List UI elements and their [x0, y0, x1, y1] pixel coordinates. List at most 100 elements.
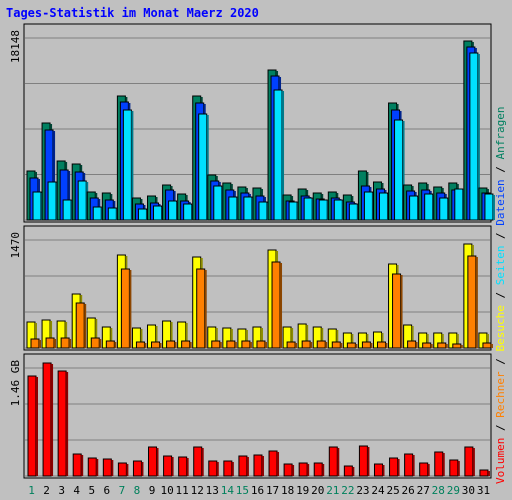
bar-seiten-day-28 — [439, 197, 450, 221]
x-tick-label: 11 — [176, 484, 189, 497]
x-tick-label: 10 — [160, 484, 173, 497]
bar-volumen-day-3 — [57, 370, 69, 477]
x-tick-label: 13 — [206, 484, 219, 497]
bar-rechner-day-2 — [45, 337, 57, 349]
panel-middle — [23, 225, 493, 351]
x-tick-label: 15 — [236, 484, 249, 497]
bar-volumen-day-26 — [404, 453, 415, 477]
bar-rechner-day-21 — [331, 341, 343, 349]
bar-seiten-day-22 — [348, 203, 360, 221]
x-tick-label: 16 — [251, 484, 264, 497]
x-tick-label: 20 — [311, 484, 324, 497]
bar-seiten-day-16 — [258, 201, 269, 221]
bar-rechner-day-23 — [361, 341, 373, 349]
bar-seiten-day-4 — [77, 180, 89, 221]
x-tick-label: 25 — [386, 484, 399, 497]
bar-rechner-day-27 — [422, 342, 433, 349]
bar-seiten-day-10 — [168, 200, 179, 221]
bar-volumen-day-29 — [449, 459, 460, 477]
bar-rechner-day-17 — [271, 261, 283, 349]
legend-item-besuche: Besuche — [494, 305, 507, 358]
bar-rechner-day-24 — [376, 341, 388, 349]
bar-volumen-day-19 — [298, 462, 310, 477]
bar-rechner-day-6 — [105, 340, 117, 349]
x-tick-label: 18 — [281, 484, 294, 497]
bar-rechner-day-5 — [90, 337, 102, 349]
bar-rechner-day-11 — [181, 340, 192, 349]
bar-rechner-day-16 — [256, 340, 267, 349]
x-tick-label: 6 — [104, 484, 111, 497]
panel-top — [23, 23, 495, 223]
bar-rechner-day-7 — [120, 268, 132, 349]
bar-volumen-day-24 — [373, 463, 385, 477]
bar-seiten-day-7 — [122, 109, 134, 221]
bar-volumen-day-5 — [87, 457, 99, 477]
bar-volumen-day-11 — [178, 456, 189, 477]
bar-seiten-day-26 — [409, 195, 420, 221]
bar-volumen-day-27 — [419, 462, 430, 477]
bar-volumen-day-9 — [148, 446, 159, 477]
legend-item-volumen: Volumen — [494, 438, 507, 484]
panel-bottom — [23, 353, 492, 479]
bar-volumen-day-31 — [479, 469, 490, 477]
bar-volumen-day-6 — [102, 458, 114, 477]
bar-rechner-day-4 — [75, 302, 87, 349]
x-tick-label: 24 — [371, 484, 385, 497]
bar-volumen-day-7 — [117, 462, 129, 477]
legend-item-dateien: Dateien — [494, 179, 507, 232]
bar-volumen-day-14 — [223, 460, 234, 477]
x-tick-label: 31 — [477, 484, 490, 497]
bar-rechner-day-19 — [301, 340, 313, 349]
x-tick-label: 4 — [73, 484, 80, 497]
x-tick-label: 26 — [402, 484, 415, 497]
legend-item-seiten: Seiten — [494, 246, 507, 292]
bar-volumen-day-30 — [464, 446, 475, 477]
y-axis-labels: 18148 1470 1.46 GB — [9, 30, 22, 406]
bar-seiten-day-23 — [363, 191, 375, 221]
y-max-label-bottom: 1.46 GB — [9, 360, 22, 407]
bar-rechner-day-25 — [392, 273, 403, 349]
x-tick-label: 22 — [341, 484, 354, 497]
bar-rechner-day-1 — [30, 338, 41, 349]
x-tick-label: 30 — [462, 484, 475, 497]
bar-rechner-day-9 — [151, 341, 162, 349]
bar-seiten-day-8 — [137, 208, 149, 221]
x-tick-label: 29 — [447, 484, 460, 497]
bar-volumen-day-28 — [434, 451, 445, 477]
bar-seiten-day-27 — [424, 193, 435, 221]
bar-volumen-day-23 — [358, 445, 370, 477]
bar-seiten-day-24 — [378, 192, 390, 221]
bar-rechner-day-30 — [467, 255, 478, 349]
y-max-label-middle: 1470 — [9, 232, 22, 259]
x-tick-label: 14 — [221, 484, 235, 497]
bar-volumen-day-13 — [208, 460, 219, 477]
bar-rechner-day-18 — [286, 341, 298, 349]
legend-item-anfragen: Anfragen — [494, 106, 507, 166]
bar-volumen-day-1 — [27, 375, 38, 477]
legend-separator: / — [494, 232, 507, 245]
bar-rechner-day-14 — [226, 340, 237, 349]
x-tick-label: 2 — [43, 484, 50, 497]
chart-legend: Volumen / Rechner / Besuche / Seiten / D… — [494, 106, 507, 484]
x-tick-label: 7 — [119, 484, 126, 497]
bar-rechner-day-31 — [482, 342, 493, 349]
bar-volumen-day-18 — [283, 463, 295, 477]
bar-seiten-day-31 — [484, 193, 495, 221]
chart-title: Tages-Statistik im Monat Maerz 2020 — [6, 6, 259, 20]
x-tick-label: 5 — [88, 484, 95, 497]
bar-rechner-day-3 — [60, 337, 72, 349]
legend-item-rechner: Rechner — [494, 371, 507, 424]
x-tick-label: 19 — [296, 484, 309, 497]
legend-separator: / — [494, 424, 507, 437]
chart-panels — [23, 23, 495, 479]
bar-seiten-day-15 — [243, 196, 254, 221]
bar-rechner-day-13 — [211, 340, 222, 349]
bar-volumen-day-10 — [163, 455, 174, 477]
x-tick-label: 3 — [58, 484, 65, 497]
bar-volumen-day-17 — [268, 450, 280, 477]
bar-volumen-day-8 — [132, 460, 144, 477]
bar-seiten-day-1 — [32, 191, 43, 221]
y-max-label-top: 18148 — [9, 30, 22, 63]
bar-seiten-day-3 — [62, 199, 74, 221]
